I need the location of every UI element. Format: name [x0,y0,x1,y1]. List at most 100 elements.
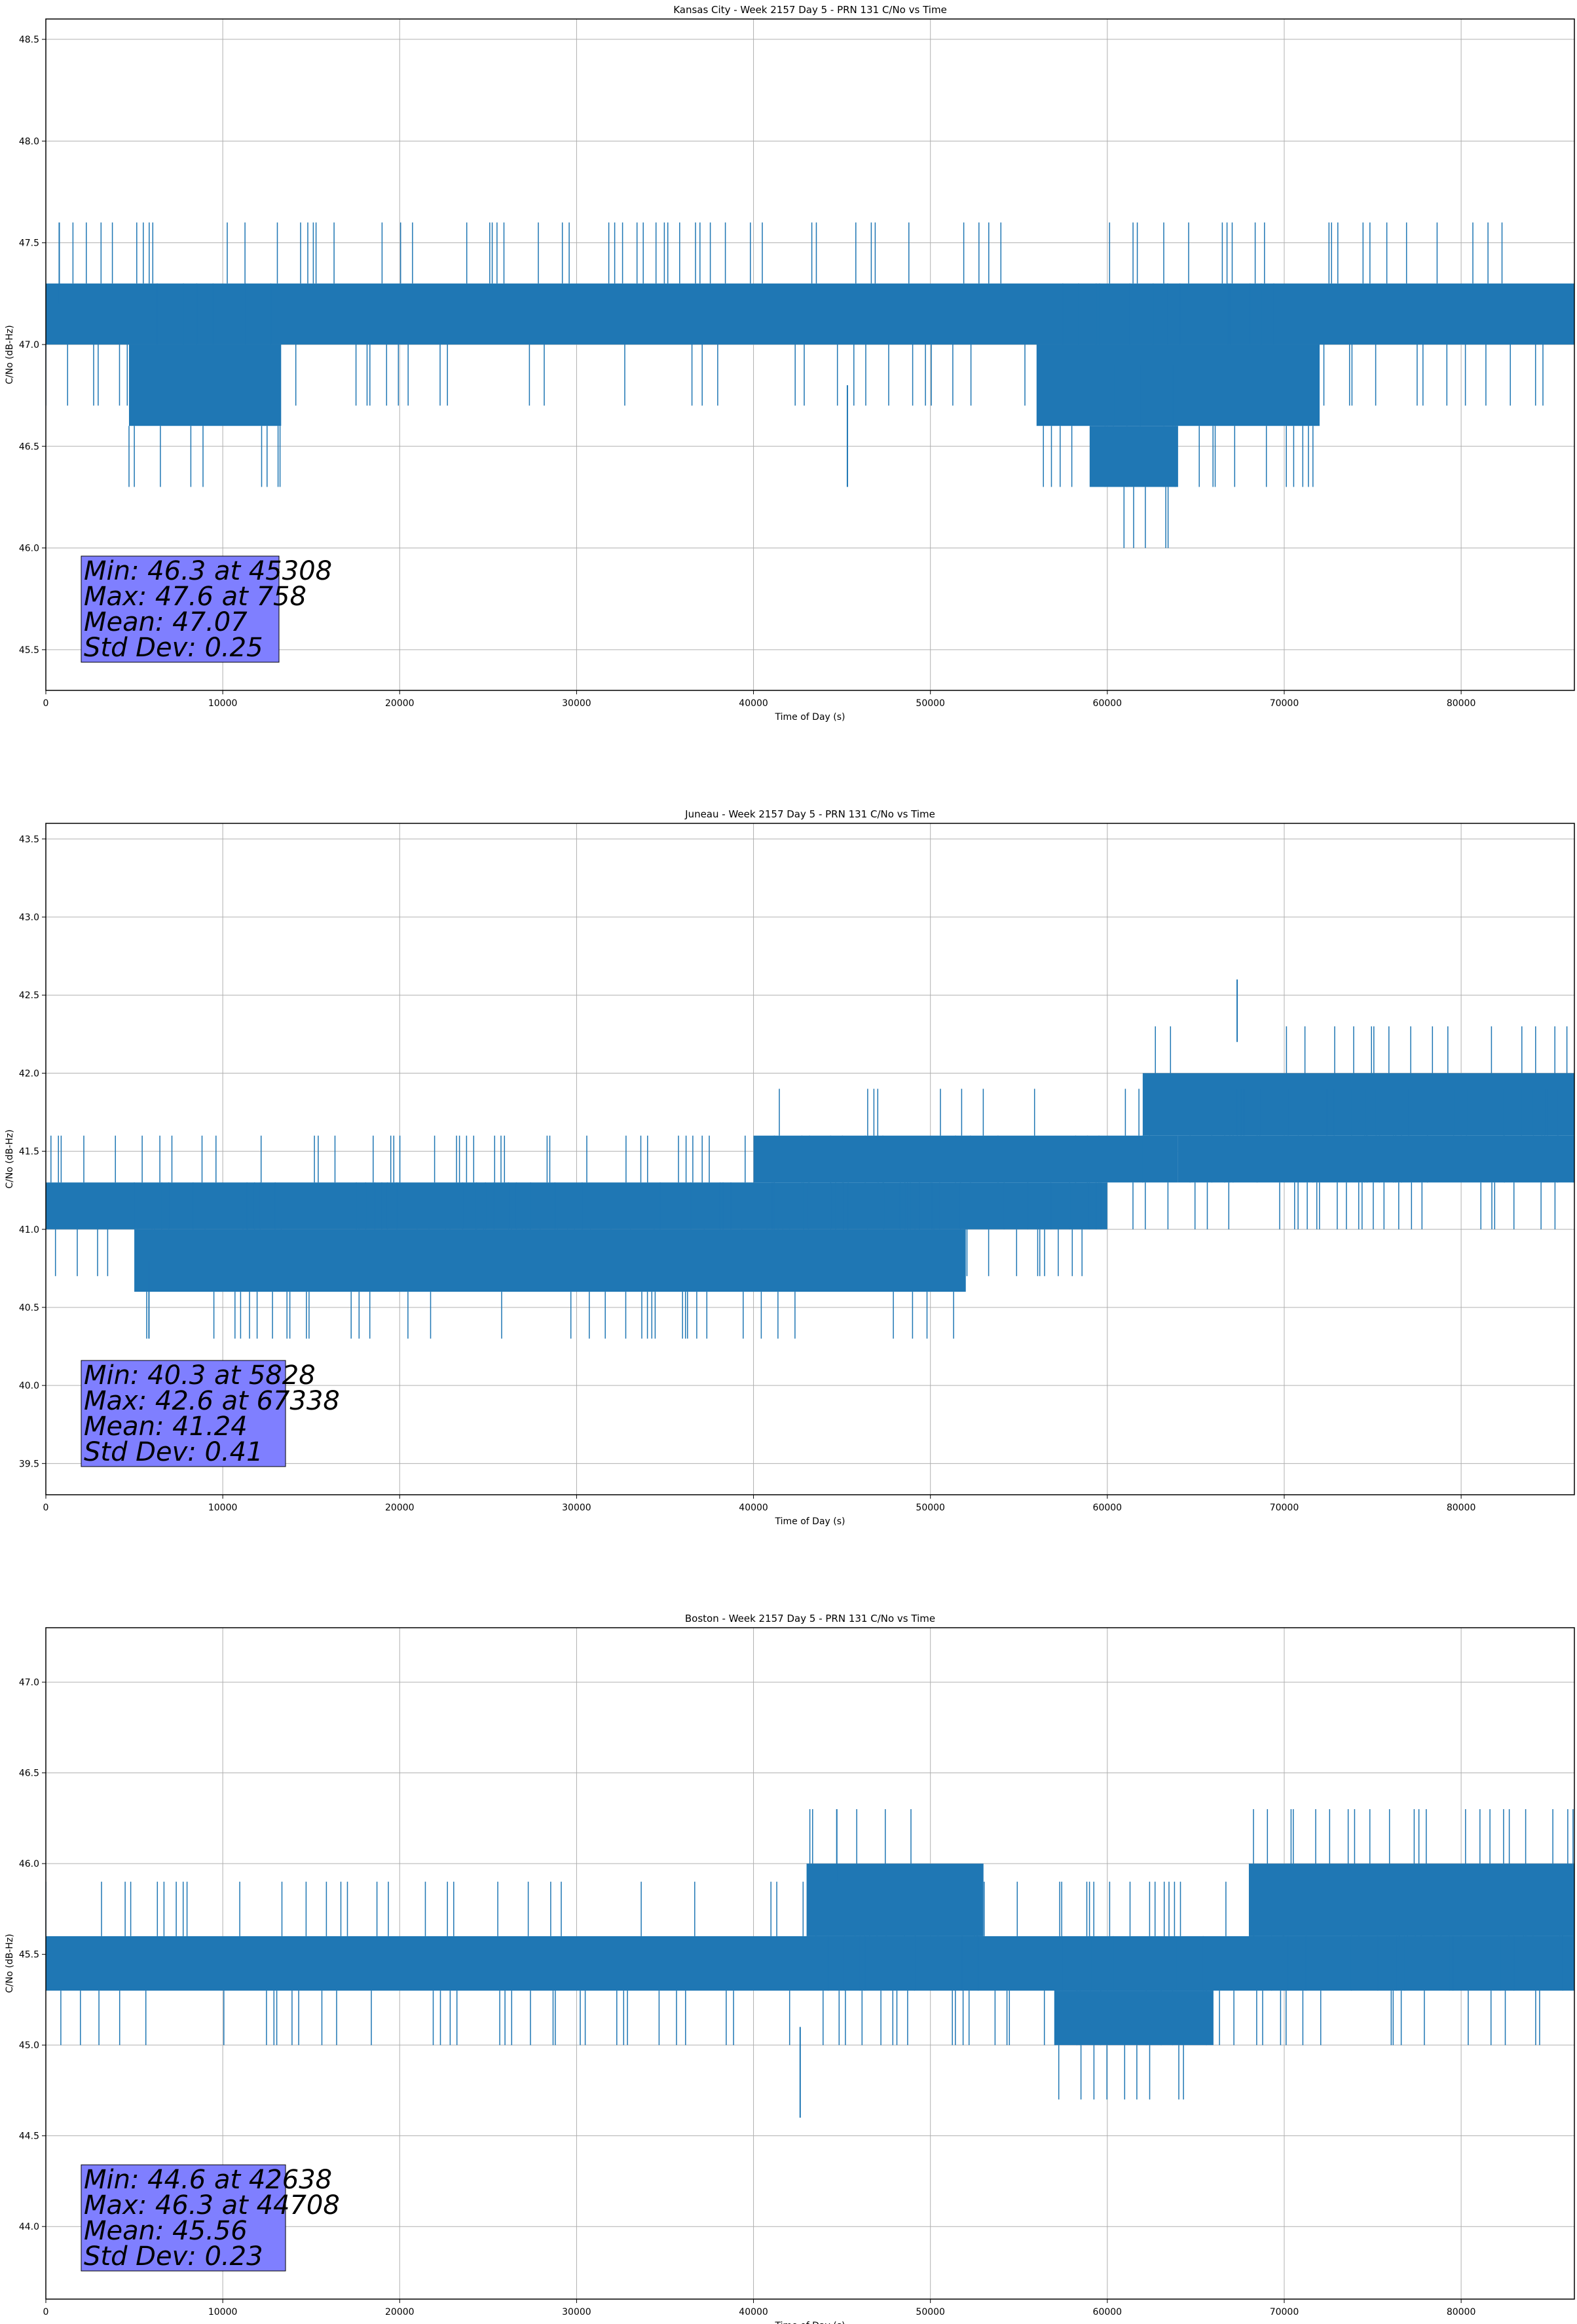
chart-panel-1: 0 10000 20000 30000 40000 50000 60000 70000 8000… [5,4,1575,722]
y-tick-label: 41.5 [19,1147,39,1157]
data-band [1248,1864,1574,1936]
data-band [46,1182,1107,1229]
data-spikes [1253,1809,1574,1991]
y-tick-label: 45.5 [19,645,39,656]
x-tick-label: 50000 [916,2307,945,2317]
y-tick-label: 43.0 [19,912,39,923]
y-tick-label: 46.5 [19,441,39,452]
data-band [1142,1073,1574,1136]
series-cno [46,222,1574,548]
x-tick-label: 30000 [562,698,591,709]
x-tick-label: 10000 [208,2307,238,2317]
chart-title: Kansas City - Week 2157 Day 5 - PRN 131 … [673,4,947,16]
data-band [753,1135,1178,1183]
x-tick-label: 40000 [739,698,768,709]
x-axis-label: Time of Day (s) [775,1516,845,1527]
y-tick-label: 42.5 [19,990,39,1001]
stats-line: Std Dev: 0.41 [84,1437,263,1467]
data-spikes [1058,1936,1204,2100]
stats-line: Std Dev: 0.25 [84,633,263,663]
x-tick-label: 80000 [1447,1503,1476,1513]
y-axis-label: C/No (dB-Hz) [5,1129,15,1188]
y-tick-label: 48.5 [19,35,39,45]
y-tick-label: 48.0 [19,136,39,147]
stats-line: Min: 46.3 at 45308 [84,556,332,586]
y-tick-label: 40.0 [19,1381,39,1391]
chart-panel-3: 0 10000 20000 30000 40000 50000 60000 70000 8000… [5,1613,1575,2324]
x-axis-label: Time of Day (s) [775,2321,845,2324]
data-band [1054,1991,1214,2046]
x-tick-label: 0 [43,698,49,709]
y-tick-label: 41.0 [19,1225,39,1235]
chart-title: Boston - Week 2157 Day 5 - PRN 131 C/No … [685,1613,935,1624]
y-tick-label: 46.0 [19,544,39,554]
data-band [46,1936,1574,1991]
x-axis-label: Time of Day (s) [775,712,845,722]
y-tick-label: 45.5 [19,1950,39,1960]
data-band [1178,1135,1574,1183]
y-tick-label: 39.5 [19,1459,39,1469]
y-tick-label: 44.0 [19,2222,39,2232]
stats-line: Mean: 47.07 [84,607,248,637]
x-tick-label: 10000 [208,1503,238,1513]
data-band [1089,426,1178,487]
data-band [134,1229,966,1292]
y-tick-label: 40.5 [19,1303,39,1313]
x-tick-label: 70000 [1270,698,1299,709]
y-tick-label: 46.5 [19,1769,39,1779]
x-tick-label: 70000 [1270,2307,1299,2317]
data-spikes [771,1089,1169,1229]
stats-box [81,2164,286,2272]
stats-box [81,1360,286,1467]
x-tick-label: 0 [43,2307,49,2317]
y-axis-label: C/No (dB-Hz) [5,1934,15,1993]
chart-panel-2: 0 10000 20000 30000 40000 50000 60000 70000 8000… [5,808,1575,1527]
y-tick-label: 45.0 [19,2040,39,2051]
y-tick-label: 43.5 [19,834,39,845]
y-tick-label: 47.0 [19,340,39,350]
data-spikes [1194,1089,1559,1229]
stats-line: Max: 46.3 at 44708 [84,2190,340,2221]
x-tick-label: 50000 [916,698,945,709]
y-axis-label: C/No (dB-Hz) [5,325,15,384]
data-band [1036,344,1320,426]
stats-line: Min: 44.6 at 42638 [84,2165,332,2195]
x-tick-label: 50000 [916,1503,945,1513]
x-tick-label: 20000 [385,2307,415,2317]
data-band [128,344,282,426]
x-tick-label: 0 [43,1503,49,1513]
x-tick-label: 40000 [739,2307,768,2317]
x-tick-label: 20000 [385,1503,415,1513]
data-band [806,1864,984,1936]
data-band [46,283,1574,345]
x-tick-label: 60000 [1093,1503,1122,1513]
x-tick-label: 40000 [739,1503,768,1513]
stats-box [81,555,280,663]
axes-frame [45,1627,1575,2300]
y-tick-label: 47.0 [19,1677,39,1688]
x-tick-label: 80000 [1447,698,1476,709]
data-spikes [1043,283,1314,487]
data-spikes [128,283,281,487]
x-tick-label: 60000 [1093,698,1122,709]
x-tick-label: 30000 [562,2307,591,2317]
stats-line: Max: 42.6 at 67338 [84,1386,340,1416]
axes-frame [45,823,1575,1495]
x-tick-label: 70000 [1270,1503,1299,1513]
y-tick-label: 47.5 [19,238,39,249]
data-spikes [1113,365,1174,548]
stats-line: Mean: 41.24 [84,1412,248,1442]
axes-frame [45,18,1575,691]
chart-title: Juneau - Week 2157 Day 5 - PRN 131 C/No … [684,808,935,820]
data-spikes [809,1809,979,1991]
stats-line: Max: 47.6 at 758 [84,582,306,612]
stats-line: Mean: 45.56 [84,2216,248,2246]
x-tick-label: 20000 [385,698,415,709]
x-tick-label: 60000 [1093,2307,1122,2317]
y-tick-label: 46.0 [19,1859,39,1869]
y-tick-label: 42.0 [19,1068,39,1079]
stats-line: Std Dev: 0.23 [84,2241,263,2272]
y-tick-label: 44.5 [19,2131,39,2142]
series-cno [46,979,1574,1339]
